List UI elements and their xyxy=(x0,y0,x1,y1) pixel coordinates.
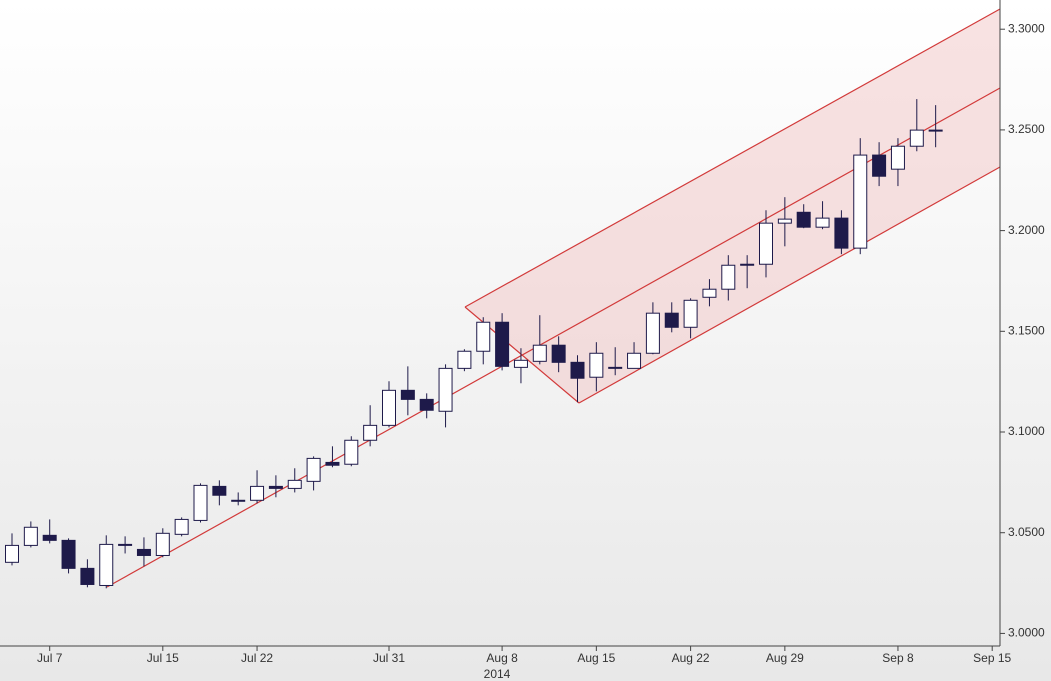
candle-body xyxy=(325,461,340,466)
candle-body xyxy=(589,352,604,378)
candle-body xyxy=(702,288,717,298)
y-tick-label: 3.0000 xyxy=(1008,626,1045,640)
candle-body xyxy=(627,352,642,369)
x-tick-label: Sep 15 xyxy=(973,651,1011,665)
x-tick-label: Jul 31 xyxy=(373,651,405,665)
candle-body xyxy=(495,321,510,367)
candle-body xyxy=(759,222,773,265)
candles xyxy=(5,99,943,589)
candle-body xyxy=(61,539,76,569)
candle-body xyxy=(513,359,528,368)
candle-body xyxy=(438,367,453,412)
candle-body xyxy=(721,264,736,290)
y-tick-label: 3.0500 xyxy=(1008,525,1045,539)
candle-body xyxy=(344,439,359,465)
y-tick-label: 3.1000 xyxy=(1008,424,1045,438)
candle-body xyxy=(909,129,924,147)
candle-body xyxy=(174,518,189,535)
candle-body xyxy=(231,499,246,502)
candle-body xyxy=(42,534,57,541)
y-tick-label: 3.2500 xyxy=(1008,122,1045,136)
candle-body xyxy=(419,398,434,411)
candle-body xyxy=(645,312,660,354)
pitchfork-band xyxy=(465,9,1000,403)
candle-body xyxy=(928,129,943,132)
pitchfork xyxy=(106,8,1001,588)
y-tick-label: 3.3000 xyxy=(1008,21,1045,35)
x-tick-label: Aug 15 xyxy=(577,651,615,665)
candle-body xyxy=(551,344,566,363)
candle-body xyxy=(23,526,38,546)
candle-body xyxy=(250,485,265,501)
candle-body xyxy=(853,154,868,249)
candle-body xyxy=(268,485,283,489)
candle-body xyxy=(212,485,227,496)
candle-body xyxy=(99,543,114,586)
candle-body xyxy=(683,299,698,328)
candle-body xyxy=(136,548,151,556)
candle-body xyxy=(476,321,491,352)
candle-body xyxy=(193,484,208,521)
candle-body xyxy=(306,457,321,482)
candle-body xyxy=(815,217,830,228)
candle-body xyxy=(363,424,378,441)
x-tick-label: Aug 29 xyxy=(766,651,804,665)
x-tick-label: Jul 15 xyxy=(147,651,179,665)
x-tick-label: Jul 7 xyxy=(37,651,63,665)
candle-body xyxy=(796,211,811,228)
y-tick-label: 3.1500 xyxy=(1008,323,1045,337)
x-tick-label: Aug 8 xyxy=(486,651,518,665)
candle-body xyxy=(155,532,170,556)
candle-body xyxy=(834,217,849,249)
x-sublabel: 2014 xyxy=(484,667,511,681)
candle-body xyxy=(872,154,887,177)
candle-body xyxy=(382,389,396,426)
candle-body xyxy=(570,361,585,379)
candle-body xyxy=(457,350,472,369)
upper-line xyxy=(464,8,1001,308)
median-line xyxy=(106,87,1001,588)
lower-line xyxy=(578,166,1001,404)
x-tick-label: Sep 8 xyxy=(882,651,914,665)
candle-body xyxy=(5,544,19,563)
candle-body xyxy=(740,263,755,266)
candle-body xyxy=(664,312,679,328)
candle-body xyxy=(532,344,547,362)
candle-body xyxy=(608,366,623,369)
candle-body xyxy=(890,145,905,170)
candle-body xyxy=(80,567,95,585)
x-tick-label: Aug 22 xyxy=(672,651,710,665)
candle-body xyxy=(118,543,133,546)
candle-body xyxy=(287,479,302,489)
candle-body xyxy=(400,389,415,400)
candle-body xyxy=(777,218,792,224)
y-tick-label: 3.2000 xyxy=(1008,223,1045,237)
x-tick-label: Jul 22 xyxy=(241,651,273,665)
